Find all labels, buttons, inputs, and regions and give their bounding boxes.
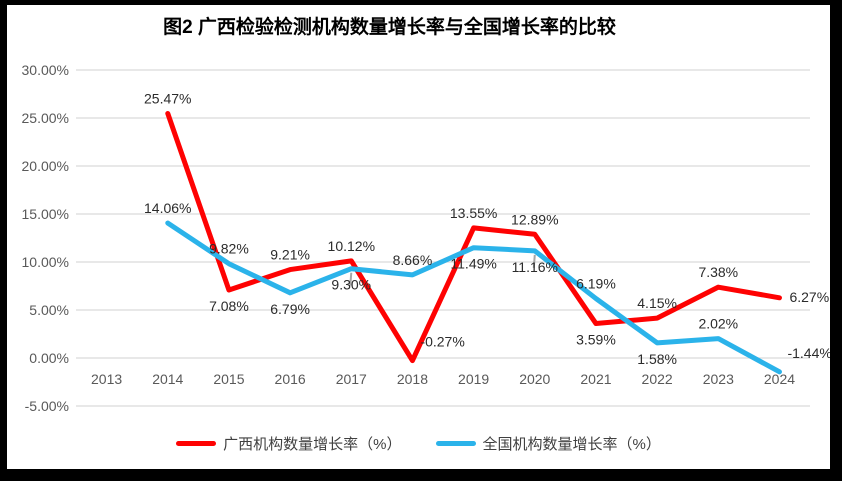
data-label: 25.47% — [144, 90, 191, 106]
chart-frame: 图2 广西检验检测机构数量增长率与全国增长率的比较 30.00% 25.00% 20… — [7, 5, 832, 469]
series-line-national — [165, 220, 782, 375]
data-label: 14.06% — [144, 200, 191, 216]
data-label: 9.21% — [270, 247, 310, 263]
data-label: 1.58% — [637, 351, 677, 367]
data-label: 10.12% — [328, 238, 375, 254]
y-axis-tick-label: 25.00% — [22, 110, 69, 126]
legend-label-national: 全国机构数量增长率（%） — [482, 436, 661, 453]
chart-title: 图2 广西检验检测机构数量增长率与全国增长率的比较 — [163, 17, 616, 38]
x-axis-tick-label: 2019 — [458, 371, 489, 387]
x-axis-tick-label: 2023 — [703, 371, 734, 387]
x-axis-tick-label: 2014 — [152, 371, 183, 387]
y-axis-tick-label: 15.00% — [22, 206, 69, 222]
data-label: 12.89% — [511, 211, 558, 227]
x-axis-tick-label: 2013 — [91, 371, 122, 387]
growth-rate-line-chart: 30.00% 25.00% 20.00% 15.00% 10.00% 5.00% 0.00%… — [22, 62, 832, 414]
data-label: 6.27% — [789, 289, 829, 305]
y-axis-tick-label: 20.00% — [22, 158, 69, 174]
series-line-guangxi — [165, 110, 782, 364]
data-label: 3.59% — [576, 332, 616, 348]
data-label: 9.30% — [331, 277, 371, 293]
legend-item-guangxi: 广西机构数量增长率（%） — [176, 433, 402, 454]
label-leader-line — [532, 254, 536, 268]
y-axis-tick-label: 5.00% — [29, 302, 69, 318]
legend-label-guangxi: 广西机构数量增长率（%） — [223, 436, 402, 453]
x-axis-tick-label: 2022 — [642, 371, 673, 387]
x-axis-tick-label: 2021 — [580, 371, 611, 387]
data-label: 8.66% — [393, 252, 433, 268]
data-label: 11.49% — [450, 256, 496, 272]
y-axis-tick-label: 0.00% — [29, 350, 69, 366]
x-axis-tick-label: 2018 — [397, 371, 428, 387]
label-leader-line — [349, 272, 353, 286]
data-label: 2.02% — [698, 316, 738, 332]
data-label: 7.38% — [698, 264, 738, 280]
data-label: 11.16% — [512, 259, 558, 275]
legend-item-national: 全国机构数量增长率（%） — [435, 433, 661, 454]
data-label: -1.44% — [787, 345, 830, 361]
chart-legend: 广西机构数量增长率（%） 全国机构数量增长率（%） — [7, 433, 830, 454]
red-line-swatch-icon — [176, 441, 217, 446]
data-label: -0.27% — [420, 334, 464, 350]
data-label: 9.82% — [209, 241, 249, 257]
data-label: 4.15% — [637, 295, 677, 311]
x-axis-tick-label: 2020 — [519, 371, 550, 387]
blue-line-swatch-icon — [435, 441, 476, 446]
x-axis-tick-label: 2024 — [764, 371, 795, 387]
x-axis-tick-label: 2017 — [336, 371, 367, 387]
data-label: 7.08% — [209, 298, 249, 314]
data-label: 6.19% — [576, 276, 616, 292]
data-label: 6.79% — [270, 301, 310, 317]
y-axis-tick-label: -5.00% — [25, 398, 69, 414]
y-axis-tick-label: 30.00% — [22, 62, 69, 78]
x-axis-tick-label: 2016 — [275, 371, 306, 387]
y-axis-tick-label: 10.00% — [22, 254, 69, 270]
x-axis-tick-label: 2015 — [213, 371, 244, 387]
data-label: 13.55% — [450, 205, 497, 221]
